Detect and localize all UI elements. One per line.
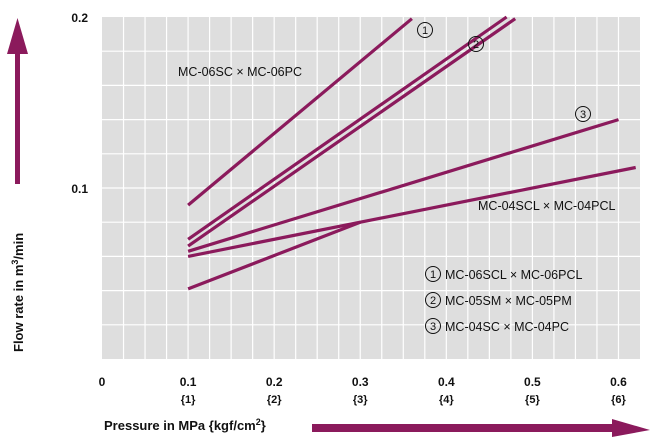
svg-text:MC-05SM × MC-05PM: MC-05SM × MC-05PM (445, 294, 572, 308)
x-tick-sublabel: {1} (181, 394, 196, 406)
y-tick-label: 0.1 (71, 182, 88, 196)
series-line-3 (187, 17, 517, 248)
x-axis-title: Pressure in MPa {kgf/cm2} (104, 417, 650, 437)
svg-text:1: 1 (422, 25, 428, 37)
x-axis-title-sup: 2 (256, 417, 261, 427)
x-tick-sublabel: {2} (267, 394, 282, 406)
legend-item-3: 3 MC-04SC × MC-04PC (425, 318, 569, 334)
series-line-2 (187, 15, 508, 241)
svg-text:3: 3 (430, 321, 436, 333)
grid-lines (102, 17, 640, 359)
y-tick-labels: 0.1 0.2 (71, 11, 88, 196)
svg-text:1: 1 (430, 269, 436, 281)
annotation-mc04scl: MC-04SCL × MC-04PCL (478, 199, 615, 213)
svg-text:Pressure in MPa {kgf/cm2}: Pressure in MPa {kgf/cm2} (104, 417, 266, 433)
x-tick-labels: 0 0.1 {1} 0.2 {2} 0.3 {3} 0.4 {4} 0.5 {5} 0.6 {6} (99, 375, 627, 406)
y-axis-arrow-head (7, 18, 28, 54)
legend-item-1: 1 MC-06SCL × MC-06PCL (425, 266, 582, 282)
marker-3: 3 (575, 106, 591, 122)
x-axis-title-end: } (261, 418, 266, 433)
y-axis-title-end: /min (11, 233, 26, 260)
series-lines (187, 15, 637, 291)
x-tick-sublabel: {4} (439, 394, 454, 406)
x-tick-sublabel: {5} (525, 394, 540, 406)
series-line-5 (187, 165, 637, 258)
svg-text:Flow rate in m3/min: Flow rate in m3/min (10, 233, 26, 352)
marker-1: 1 (417, 22, 433, 38)
y-tick-label: 0.2 (71, 11, 88, 25)
x-tick-label: 0.4 (438, 375, 455, 389)
svg-text:MC-06SCL × MC-06PCL: MC-06SCL × MC-06PCL (445, 268, 582, 282)
x-axis-arrow (312, 419, 650, 437)
x-axis-title-main: Pressure in MPa {kgf/cm (104, 418, 256, 433)
svg-text:2: 2 (430, 295, 436, 307)
x-tick-label: 0.2 (266, 375, 283, 389)
svg-text:MC-04SC × MC-04PC: MC-04SC × MC-04PC (445, 320, 569, 334)
y-axis-title-main: Flow rate in m (11, 265, 26, 352)
x-tick-label: 0.1 (180, 375, 197, 389)
x-tick-label: 0.6 (610, 375, 627, 389)
series-line-4 (187, 118, 619, 253)
y-axis-arrow-shaft (15, 52, 20, 184)
y-axis-title-sup: 3 (10, 260, 20, 265)
x-tick-sublabel: {3} (353, 394, 368, 406)
series-line-6 (187, 220, 361, 291)
legend: 1 MC-06SCL × MC-06PCL 2 MC-05SM × MC-05P… (425, 266, 582, 334)
legend-item-2: 2 MC-05SM × MC-05PM (425, 292, 572, 308)
x-tick-label: 0.3 (352, 375, 369, 389)
y-axis-title: Flow rate in m3/min (7, 18, 28, 352)
x-tick-sublabel: {6} (611, 394, 626, 406)
svg-text:3: 3 (580, 109, 586, 121)
annotation-mc06sc: MC-06SC × MC-06PC (178, 65, 302, 79)
x-tick-label: 0.5 (524, 375, 541, 389)
x-tick-label: 0 (99, 375, 106, 389)
series-line-1 (187, 17, 413, 207)
marker-2: 2 (468, 36, 484, 52)
svg-text:2: 2 (473, 39, 479, 51)
